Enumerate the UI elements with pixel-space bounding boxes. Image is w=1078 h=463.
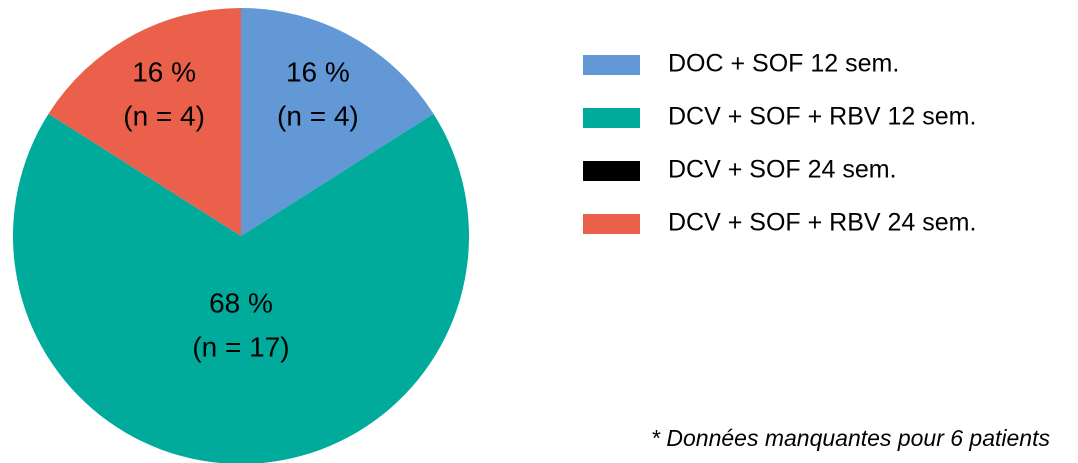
pie-slice [241,8,434,236]
value-label: 68 % [209,288,273,319]
legend-label: DOC + SOF 12 sem. [668,50,899,78]
pie-slice [13,113,469,463]
legend-swatch [583,108,640,128]
count-label: (n = 4) [123,101,205,132]
legend-label: DCV + SOF + RBV 12 sem. [668,103,976,131]
value-label: 16 % [132,57,196,88]
legend-swatch [583,161,640,181]
legend-label: DCV + SOF 24 sem. [668,156,897,184]
pie-slice [48,8,242,236]
legend-label: DCV + SOF + RBV 24 sem. [668,209,976,237]
legend-swatch [583,214,640,234]
count-label: (n = 4) [277,101,359,132]
legend-swatch [583,55,640,75]
value-label: 16 % [286,57,350,88]
note: * Données manquantes pour 6 patients [651,425,1050,451]
count-label: (n = 17) [192,332,289,363]
